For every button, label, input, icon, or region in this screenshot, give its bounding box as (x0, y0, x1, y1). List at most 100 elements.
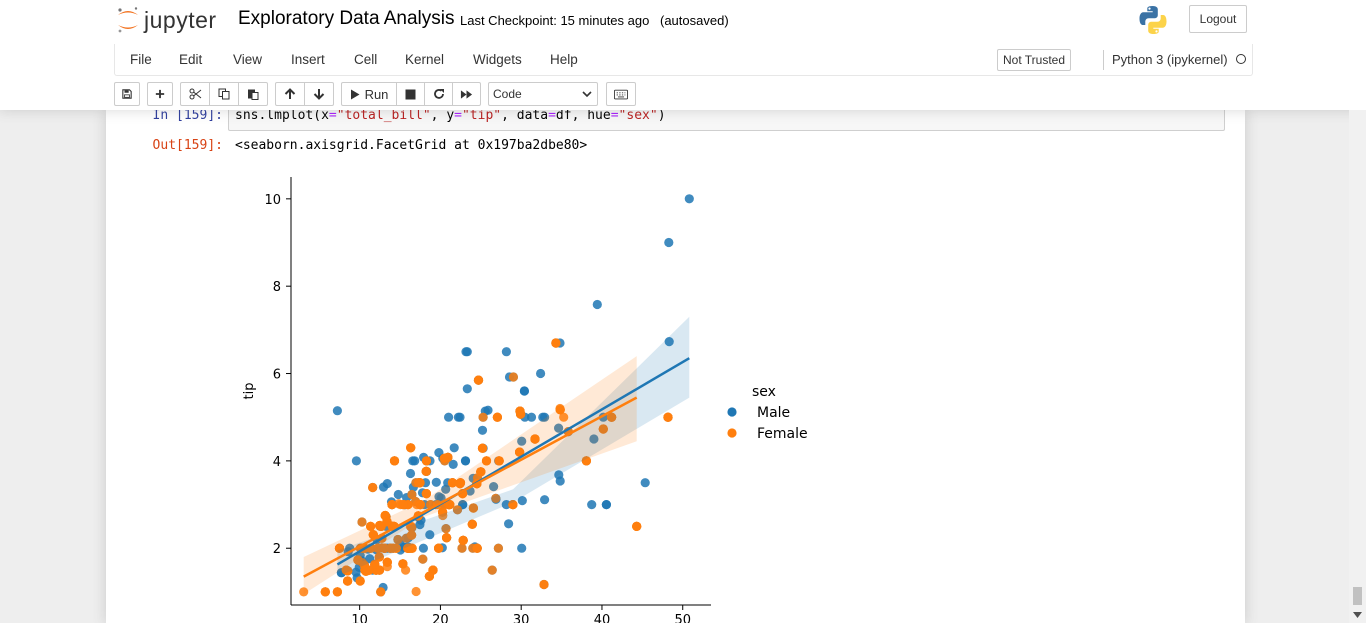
insert-cell-button[interactable] (147, 82, 173, 106)
scatter-point-female (447, 478, 458, 488)
play-icon (350, 89, 360, 99)
scatter-point-female (421, 456, 432, 466)
scatter-point-female (389, 456, 400, 466)
scatter-point-male (461, 347, 471, 357)
scatter-point-male (332, 406, 342, 416)
scatter-point-female (366, 521, 376, 531)
scatter-point-female (320, 587, 330, 597)
output-text: <seaborn.axisgrid.FacetGrid at 0x197ba2d… (235, 138, 588, 153)
legend-marker-female (727, 428, 737, 438)
logout-button[interactable]: Logout (1189, 5, 1247, 33)
x-tick-label: 40 (594, 613, 611, 623)
menubar: File Edit View Insert Cell Kernel Widget… (114, 44, 1253, 76)
regression-line-male (336, 357, 690, 566)
code-token: "sex" (618, 108, 658, 123)
checkpoint-status: Last Checkpoint: 15 minutes ago (460, 13, 650, 28)
y-tick-label: 6 (273, 368, 281, 383)
scatter-point-female (421, 466, 431, 476)
interrupt-button[interactable] (396, 82, 425, 106)
restart-button[interactable] (424, 82, 453, 106)
scrollbar-thumb[interactable] (1353, 587, 1362, 605)
scatter-point-female (411, 586, 421, 597)
menu-file[interactable]: File (130, 52, 152, 67)
scatter-point-male (425, 530, 435, 540)
notebook-title[interactable]: Exploratory Data Analysis (238, 8, 455, 29)
scatter-point-female (364, 565, 374, 575)
scatter-point-female (438, 507, 448, 517)
code-token: sns.lmplot(x (235, 108, 329, 123)
scatter-point-female (452, 505, 463, 515)
scatter-point-male (504, 519, 514, 529)
scatter-point-female (581, 456, 591, 466)
code-token: "total_bill" (336, 108, 431, 123)
command-palette-button[interactable] (606, 82, 636, 106)
scatter-point-male (592, 299, 602, 310)
menu-help[interactable]: Help (550, 52, 578, 67)
save-button[interactable] (114, 82, 140, 106)
cell-type-select[interactable]: Code (488, 82, 598, 106)
header: jupyter Exploratory Data Analysis Last C… (0, 0, 1366, 110)
scatter-point-female (555, 405, 565, 415)
scatter-point-female (334, 543, 345, 553)
confidence-band-male (337, 316, 690, 577)
run-button[interactable]: Run (341, 82, 397, 106)
notebook-container: In [159]: sns.lmplot(x="total_bill", y="… (106, 106, 1245, 623)
scatter-point-male (351, 456, 361, 466)
menu-cell[interactable]: Cell (354, 52, 378, 67)
y-tick-label: 2 (273, 542, 281, 557)
move-down-button[interactable] (304, 82, 334, 106)
jupyter-logo[interactable]: jupyter (116, 5, 217, 35)
scatter-point-female (398, 500, 408, 510)
scatter-point-female (515, 447, 525, 457)
arrow-down-icon (313, 89, 325, 100)
scatter-point-male (664, 237, 674, 248)
menu-view[interactable]: View (233, 52, 263, 67)
code-token: df, hue (555, 108, 611, 123)
cut-button[interactable] (180, 82, 210, 106)
scatter-point-male (540, 495, 550, 505)
scatter-point-female (457, 543, 467, 553)
scatter-point-female (441, 524, 451, 534)
scatter-point-male (519, 386, 529, 396)
cell-type-value: Code (493, 87, 522, 101)
scatter-point-female (477, 443, 488, 453)
paste-icon (248, 89, 259, 100)
python-logo-icon (1139, 6, 1167, 35)
scatter-point-male (538, 412, 548, 422)
scatter-point-female (444, 500, 454, 510)
menu-kernel[interactable]: Kernel (405, 52, 445, 67)
move-up-button[interactable] (275, 82, 305, 106)
scatter-point-female (455, 479, 465, 489)
scatter-point-female (376, 587, 386, 597)
scatter-point-female (387, 500, 397, 510)
scroll-down-arrow-icon[interactable] (1353, 612, 1362, 618)
code-token: = (610, 108, 619, 123)
vertical-scrollbar[interactable] (1349, 110, 1366, 623)
trust-button[interactable]: Not Trusted (997, 49, 1071, 71)
run-label: Run (364, 86, 389, 102)
paste-button[interactable] (238, 82, 268, 106)
scatter-point-female (632, 521, 642, 531)
y-tick-label: 8 (273, 280, 281, 295)
copy-button[interactable] (209, 82, 239, 106)
menu-insert[interactable]: Insert (291, 52, 325, 67)
scatter-point-female (382, 557, 392, 567)
scatter-point-female (551, 338, 561, 348)
menu-widgets[interactable]: Widgets (473, 52, 522, 67)
scatter-point-female (385, 543, 395, 553)
scatter-point-male (589, 434, 599, 444)
scatter-point-male (382, 479, 392, 489)
scatter-point-male (453, 412, 463, 422)
scatter-point-female (491, 493, 501, 503)
x-tick-label: 50 (674, 613, 691, 623)
restart-run-all-button[interactable] (452, 82, 481, 106)
legend-title: sex (752, 384, 776, 400)
code-cell-input[interactable]: sns.lmplot(x="total_bill", y="tip", data… (228, 106, 1225, 131)
scatter-point-female (472, 543, 482, 553)
scatter-point-male (405, 468, 416, 479)
cut-icon (189, 88, 201, 100)
code-line: sns.lmplot(x="total_bill", y="tip", data… (235, 108, 666, 123)
copy-icon (218, 88, 230, 100)
menu-edit[interactable]: Edit (179, 52, 203, 67)
scatter-point-male (554, 423, 564, 433)
